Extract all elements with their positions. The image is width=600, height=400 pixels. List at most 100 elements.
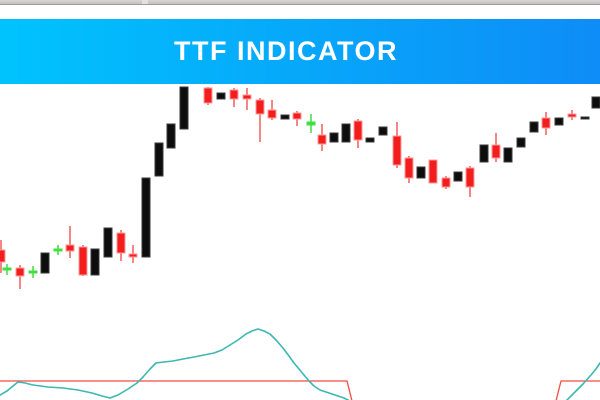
candle-body [428, 159, 438, 184]
candle [365, 137, 375, 143]
candle [580, 116, 590, 120]
candle [378, 126, 388, 136]
splitter-notch-icon [142, 0, 148, 4]
candle-body [404, 157, 414, 179]
candle-body [529, 121, 539, 133]
signal-line [555, 380, 600, 400]
candle [591, 96, 600, 109]
candle-body [580, 116, 590, 120]
candle [491, 133, 501, 162]
candle [28, 266, 38, 278]
candle-body [128, 253, 138, 258]
candle [317, 124, 327, 151]
candle-body [280, 114, 290, 120]
candle [2, 264, 12, 275]
candle [353, 119, 363, 148]
candle-body [2, 267, 12, 271]
candle [103, 227, 113, 258]
candle [15, 265, 25, 289]
candle [306, 114, 316, 133]
candle-body [503, 147, 513, 163]
candle-body [317, 134, 327, 145]
candle-body [554, 117, 564, 126]
banner-title: TTF INDICATOR [174, 36, 398, 66]
candle-body [441, 177, 451, 188]
candle-body [267, 109, 277, 119]
candle-body [53, 248, 63, 252]
candle [216, 92, 226, 100]
candle [141, 177, 151, 258]
candle [267, 100, 277, 120]
candle [65, 226, 75, 258]
candle [280, 114, 290, 120]
candle-body [341, 123, 351, 143]
candle [166, 123, 176, 149]
candle-body [141, 177, 151, 258]
candle-body [292, 112, 302, 120]
candle-body [154, 142, 164, 177]
candle-body [116, 232, 126, 254]
candle [255, 98, 265, 142]
candle [541, 112, 551, 135]
candle [40, 252, 50, 274]
candle-body [255, 99, 265, 115]
candle-body [90, 248, 100, 276]
candle-body [242, 94, 252, 100]
candle-body [465, 167, 475, 188]
candle [154, 142, 164, 177]
candle [179, 86, 189, 130]
candle-body [15, 267, 25, 277]
candle [90, 248, 100, 276]
candle-body [179, 86, 189, 130]
candle-body [65, 244, 75, 252]
window-top-bar [0, 0, 600, 5]
signal-line [0, 380, 353, 400]
candle-body [78, 246, 88, 276]
candle-body [0, 249, 6, 263]
candle [453, 171, 463, 182]
candle-body [516, 137, 526, 148]
candle [416, 166, 426, 179]
indicator-line [0, 328, 350, 400]
candle [341, 123, 351, 143]
candle [503, 147, 513, 163]
candle-body [103, 227, 113, 258]
candle-body [392, 135, 402, 166]
candle-body [229, 89, 239, 100]
candle-body [216, 92, 226, 100]
candle-body [491, 144, 501, 159]
candle [567, 110, 577, 120]
candle [516, 137, 526, 148]
candle [53, 245, 63, 255]
candle-body [306, 121, 316, 126]
candle [242, 88, 252, 110]
candle [0, 240, 6, 273]
candle [203, 87, 213, 105]
candle [404, 156, 414, 183]
indicator-line [565, 362, 600, 400]
candle-body [203, 87, 213, 104]
candle-body [329, 132, 339, 143]
candle-body [378, 126, 388, 136]
candle [116, 230, 126, 261]
candle-body [353, 120, 363, 141]
banner: TTF INDICATOR [0, 19, 600, 84]
candle [229, 88, 239, 107]
candle-body [40, 252, 50, 274]
candle-body [166, 123, 176, 149]
candle [329, 132, 339, 143]
candle-body [453, 171, 463, 182]
candle [292, 111, 302, 126]
candle-body [567, 113, 577, 118]
candle [479, 144, 489, 163]
candle-body [591, 96, 600, 109]
candle [392, 122, 402, 168]
candle [428, 159, 438, 184]
candle [529, 121, 539, 133]
candle [465, 166, 475, 197]
candle [554, 117, 564, 126]
candle [441, 176, 451, 189]
candle-body [365, 137, 375, 143]
